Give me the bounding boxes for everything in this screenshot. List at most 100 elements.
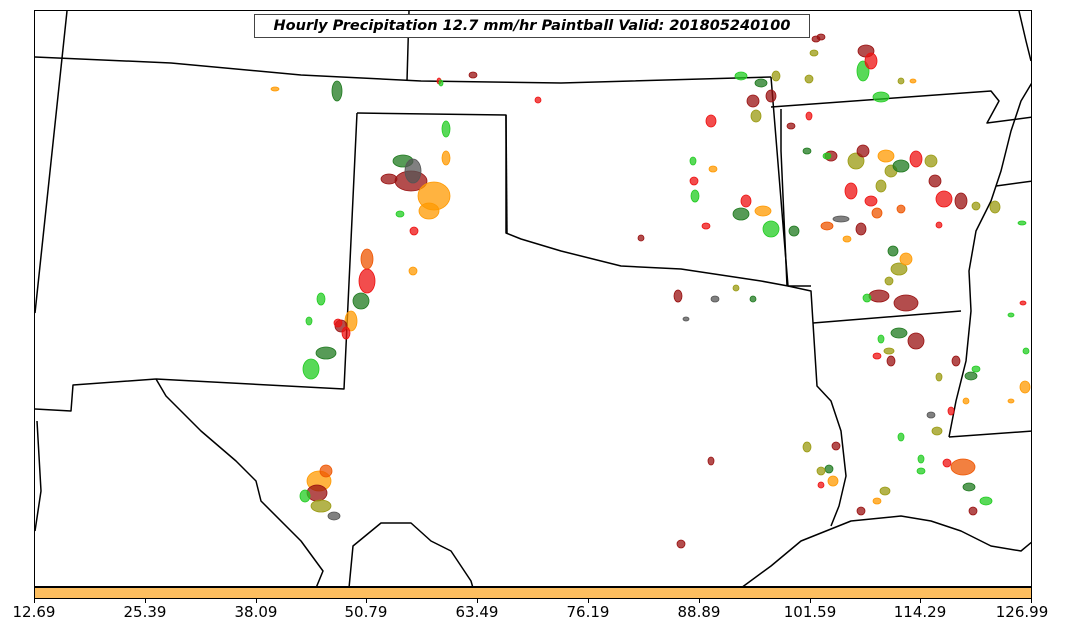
precip-blob — [890, 262, 908, 276]
colorbar-tick-label: 25.39 — [123, 603, 167, 621]
precip-blob — [917, 454, 925, 464]
precip-blob — [855, 222, 867, 236]
precip-blob — [968, 506, 978, 516]
precip-blob — [344, 310, 358, 332]
precip-blob — [924, 154, 938, 168]
colorbar-tick — [145, 599, 146, 603]
precip-blob — [951, 355, 961, 367]
colorbar-tick-label: 114.29 — [893, 603, 947, 621]
precip-blob — [352, 292, 370, 310]
precip-blob — [802, 441, 812, 453]
precip-blob — [979, 496, 993, 506]
precip-blob — [824, 464, 834, 474]
precip-blob — [441, 120, 451, 138]
precip-blob — [360, 248, 374, 270]
colorbar-tick — [699, 599, 700, 603]
precip-blob — [935, 221, 943, 229]
precip-blob — [319, 464, 333, 478]
colorbar-tick — [366, 599, 367, 603]
precip-blob — [409, 226, 419, 236]
north-boundary-line — [35, 56, 772, 84]
precip-blob — [395, 210, 405, 218]
precip-blob — [909, 150, 923, 168]
precip-blob — [468, 71, 478, 79]
precip-blob — [897, 432, 905, 442]
alabama-east — [1018, 11, 1031, 62]
colorbar-tick — [477, 599, 478, 603]
gulf-coast — [742, 515, 1031, 586]
precip-blob — [341, 326, 351, 340]
precip-blob — [802, 147, 812, 155]
arizona-south — [35, 378, 157, 412]
arkansas-louisiana — [812, 310, 962, 324]
precip-blob — [689, 176, 699, 186]
precip-blob — [1019, 300, 1027, 306]
precip-blob — [534, 96, 542, 104]
precip-blob — [864, 195, 878, 207]
precip-blob — [408, 266, 418, 276]
precip-blob — [872, 91, 890, 103]
precip-blob — [875, 179, 887, 193]
precip-blob — [884, 276, 894, 286]
map-title: Hourly Precipitation 12.7 mm/hr Paintbal… — [273, 18, 791, 34]
precip-blob — [315, 346, 337, 360]
precip-blob — [689, 156, 697, 166]
precip-blob — [732, 207, 750, 221]
new-mexico-west — [155, 112, 358, 390]
precip-blob — [786, 122, 796, 130]
precip-blob — [877, 334, 885, 344]
colorbar-tick-label: 50.79 — [344, 603, 388, 621]
colorbar — [34, 587, 1032, 599]
precip-blob — [673, 289, 683, 303]
precip-blob — [441, 150, 451, 166]
precip-blob — [892, 159, 910, 173]
precip-blob — [1007, 398, 1015, 404]
state-boundaries — [35, 11, 1031, 586]
precip-blob — [637, 234, 645, 242]
precip-blob — [418, 202, 440, 220]
precip-blob — [816, 466, 826, 476]
precip-blob — [805, 111, 813, 121]
missouri-arkansas — [780, 109, 788, 287]
precip-blob — [897, 77, 905, 85]
precip-blob — [832, 215, 850, 223]
precip-blob — [746, 94, 760, 108]
precip-blob — [750, 109, 762, 123]
precip-blob — [820, 221, 834, 231]
precip-blob — [879, 486, 891, 496]
precip-blob — [749, 295, 757, 303]
precip-blob — [734, 71, 748, 81]
precip-blob — [935, 190, 953, 208]
precip-blob — [890, 327, 908, 339]
colorbar-tick-label: 126.99 — [995, 603, 1049, 621]
mexico-coast — [35, 420, 42, 532]
precip-blob — [827, 475, 839, 487]
precip-blob — [871, 207, 883, 219]
precip-blob — [822, 152, 832, 160]
precip-blob — [886, 355, 896, 367]
precip-blob — [676, 539, 686, 549]
precip-blob — [302, 358, 320, 380]
oklahoma-east — [770, 76, 811, 287]
precip-blob — [909, 78, 917, 84]
precip-blob — [862, 293, 872, 303]
precip-blob — [877, 149, 895, 163]
precip-blob — [1017, 220, 1027, 226]
precip-blob — [732, 284, 740, 292]
colorbar-tick — [256, 599, 257, 603]
rio-grande — [348, 522, 474, 586]
precip-blob — [950, 458, 976, 476]
precip-blob — [809, 49, 819, 57]
colorbar-tick — [1031, 599, 1032, 603]
precip-blob — [762, 220, 780, 238]
louisiana-mississippi — [948, 430, 1031, 438]
precip-blob — [847, 152, 865, 170]
texas-west-border — [155, 378, 324, 586]
colorbar-tick-label: 88.89 — [677, 603, 721, 621]
precip-blob — [971, 365, 981, 373]
precip-blob — [404, 158, 422, 184]
precip-blob — [771, 70, 781, 82]
precip-blob — [887, 245, 899, 257]
precip-blob — [964, 371, 978, 381]
colorbar-tick-label: 38.09 — [234, 603, 278, 621]
